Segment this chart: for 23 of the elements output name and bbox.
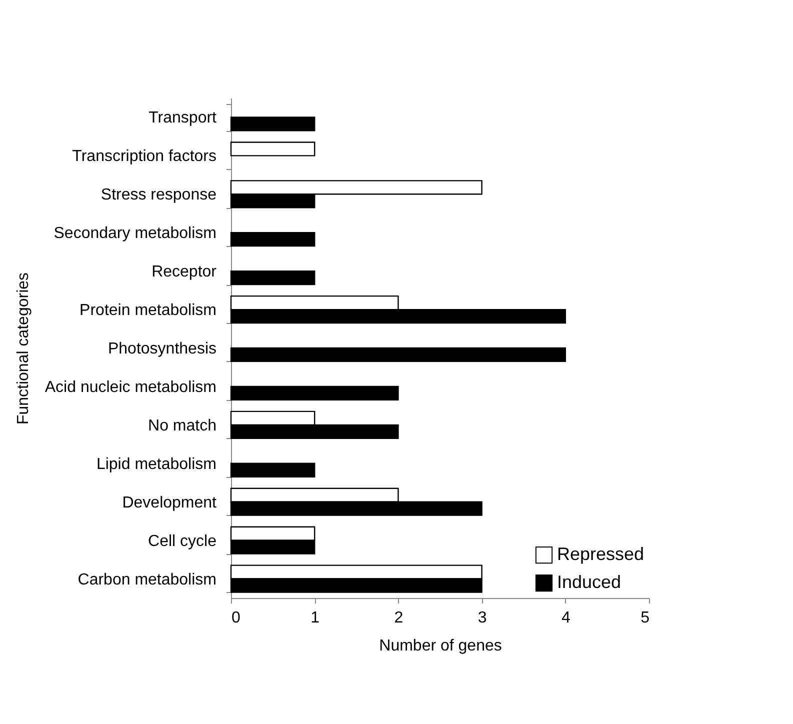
x-tick-label: 3 — [478, 610, 487, 626]
y-tick-label: Stress response — [100, 186, 217, 204]
x-tick-label: 2 — [394, 610, 404, 626]
y-tick-label: Receptor — [152, 264, 218, 281]
y-tick-label: Acid nucleic metabolism — [44, 378, 216, 396]
y-tick-label: Transcription factors — [72, 148, 216, 166]
x-tick-label: 5 — [640, 610, 650, 626]
y-tick-label: Carbon metabolism — [78, 571, 216, 588]
y-tick-label: Cell cycle — [148, 532, 217, 550]
y-tick-label: Photosynthesis — [108, 340, 216, 358]
y-tick-label: Protein metabolism — [80, 302, 216, 320]
x-axis-title: Number of genes — [379, 638, 502, 654]
x-tick-label: 0 — [232, 610, 240, 626]
y-tick-label: Lipid metabolism — [96, 456, 216, 473]
y-tick-label: Transport — [148, 110, 218, 127]
y-tick-label: Development — [122, 494, 218, 512]
y-tick-label: No match — [148, 417, 216, 434]
legend-label: Repressed — [557, 544, 644, 564]
y-axis-title: Functional categories — [14, 272, 32, 425]
y-tick-label: Secondary metabolism — [54, 225, 216, 242]
legend-label: Induced — [557, 572, 622, 592]
x-tick-label: 4 — [561, 610, 570, 626]
x-tick-label: 1 — [310, 610, 320, 626]
